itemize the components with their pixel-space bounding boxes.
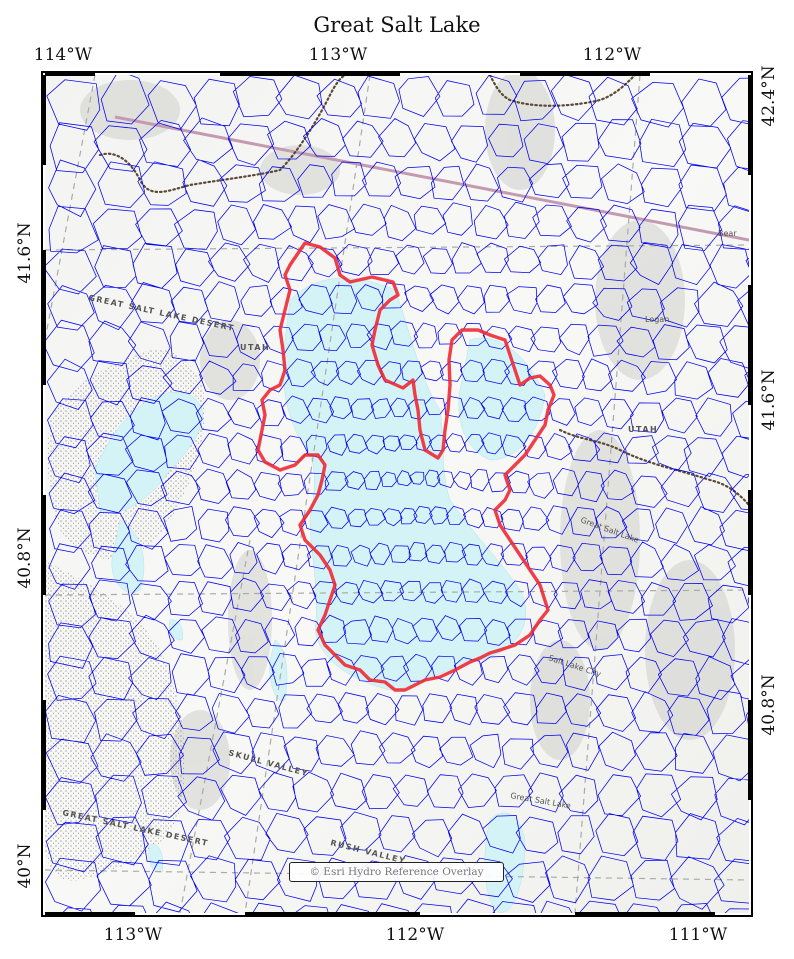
left-tick-label: 40.8°N: [15, 527, 35, 588]
top-tick-label: 112°W: [583, 45, 642, 65]
left-tick-label: 40°N: [15, 843, 35, 888]
label-utah-east: UTAH: [628, 425, 658, 434]
left-tick-label: 41.6°N: [15, 222, 35, 283]
label-logan: Logan: [645, 315, 669, 324]
lake-boundary-outline: [256, 241, 556, 692]
mesh-cells: [45, 75, 749, 913]
bottom-tick-label: 112°W: [386, 925, 445, 945]
bottom-tick-label: 111°W: [669, 925, 728, 945]
label-utah-north: UTAH: [240, 343, 270, 352]
hillshade-relief: [80, 75, 735, 810]
bottom-tick-label: 113°W: [104, 925, 163, 945]
right-tick-label: 41.6°N: [759, 369, 779, 430]
map-area[interactable]: GREAT SALT LAKE DESERT UTAH UTAH Logan B…: [43, 70, 794, 959]
label-bear: Bear: [718, 229, 737, 238]
state-border-line: [114, 115, 749, 242]
top-tick-label: 114°W: [34, 45, 93, 65]
bottom-tick-labels: 113°W 112°W 111°W: [104, 925, 728, 945]
voronoi-mesh: [45, 75, 749, 913]
county-boundaries: [98, 75, 749, 507]
top-tick-label: 113°W: [309, 45, 368, 65]
top-tick-labels: 114°W 113°W 112°W: [34, 45, 642, 65]
attribution-box: © Esri Hydro Reference Overlay: [289, 862, 504, 882]
map-title: Great Salt Lake: [313, 13, 480, 37]
attribution-text: © Esri Hydro Reference Overlay: [309, 866, 484, 878]
map-frame: [41, 71, 753, 917]
right-tick-labels: 42.4°N 41.6°N 40.8°N: [759, 65, 779, 735]
salt-desert-south: [45, 560, 185, 881]
right-tick-label: 40.8°N: [759, 674, 779, 735]
left-tick-labels: 41.6°N 40.8°N 40°N: [15, 222, 35, 888]
right-tick-label: 42.4°N: [759, 65, 779, 126]
